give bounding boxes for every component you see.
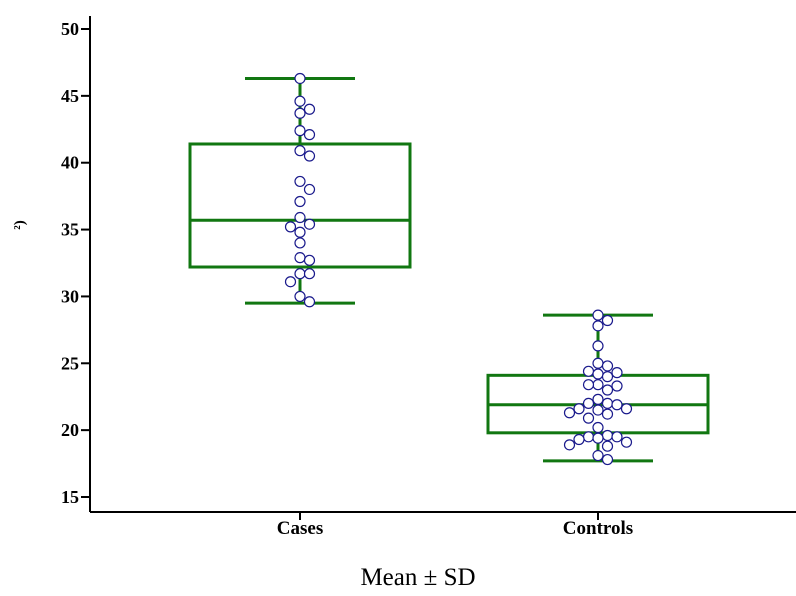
data-point	[592, 379, 604, 391]
y-tick-label: 35	[61, 220, 79, 240]
data-point	[582, 379, 595, 391]
data-point	[592, 309, 604, 321]
data-point	[294, 252, 306, 264]
iqr-box	[188, 142, 412, 269]
data-point	[601, 408, 614, 420]
y-tick-label: 50	[61, 19, 79, 39]
data-point	[563, 439, 576, 451]
x-tick-label: Cases	[277, 518, 323, 539]
data-point	[303, 150, 316, 162]
data-point	[582, 431, 595, 443]
data-point	[294, 195, 306, 208]
data-point	[294, 72, 306, 85]
data-point	[303, 218, 316, 230]
data-point	[563, 407, 576, 419]
y-tick-label: 30	[61, 286, 79, 306]
data-point	[284, 276, 297, 288]
data-point	[592, 421, 604, 434]
data-point	[294, 211, 306, 224]
data-point	[611, 380, 623, 392]
data-point	[294, 237, 306, 249]
data-point	[294, 107, 306, 119]
data-point	[592, 432, 604, 444]
data-point	[303, 103, 316, 115]
data-point	[611, 431, 623, 443]
data-point	[592, 449, 604, 462]
data-point	[601, 384, 614, 396]
data-point	[303, 254, 316, 266]
y-tick-label: 15	[61, 487, 79, 507]
data-point	[294, 290, 306, 303]
data-point	[592, 340, 604, 352]
data-point	[601, 371, 614, 383]
x-tick-label: Controls	[563, 518, 633, 539]
data-point	[601, 453, 614, 466]
data-point	[592, 404, 604, 416]
data-points	[284, 72, 633, 466]
data-point	[303, 129, 316, 141]
data-point	[620, 436, 633, 448]
y-axis-label: ²)	[12, 220, 28, 230]
data-point	[592, 320, 604, 332]
data-point	[592, 393, 604, 405]
data-point	[582, 412, 595, 424]
data-point	[294, 145, 306, 157]
data-point	[303, 183, 316, 196]
boxes	[188, 76, 710, 463]
data-point	[573, 433, 585, 446]
data-point	[582, 365, 595, 377]
data-point	[294, 268, 306, 280]
y-tick-label: 25	[61, 353, 79, 373]
data-point	[601, 360, 614, 372]
data-point	[303, 268, 316, 280]
data-point	[582, 397, 595, 409]
y-tick-label: 40	[61, 153, 79, 173]
data-point	[601, 440, 614, 452]
axes: 15 20 25 30 35 40 45 50 Cases Controls	[61, 16, 796, 539]
data-point	[284, 221, 297, 233]
data-point	[294, 226, 306, 238]
data-point	[611, 367, 623, 379]
data-point	[294, 175, 306, 188]
data-point	[592, 368, 604, 380]
data-point	[601, 429, 614, 442]
data-point	[592, 357, 604, 369]
data-point	[601, 314, 614, 327]
y-tick-label: 20	[61, 420, 79, 440]
data-point	[294, 95, 306, 107]
data-point	[620, 403, 633, 415]
data-point	[294, 125, 306, 137]
data-point	[601, 397, 614, 409]
x-axis-label: Mean ± SD	[360, 564, 475, 591]
data-point	[611, 399, 623, 411]
data-point	[303, 296, 316, 308]
data-point	[573, 403, 585, 415]
y-tick-label: 45	[61, 86, 79, 106]
